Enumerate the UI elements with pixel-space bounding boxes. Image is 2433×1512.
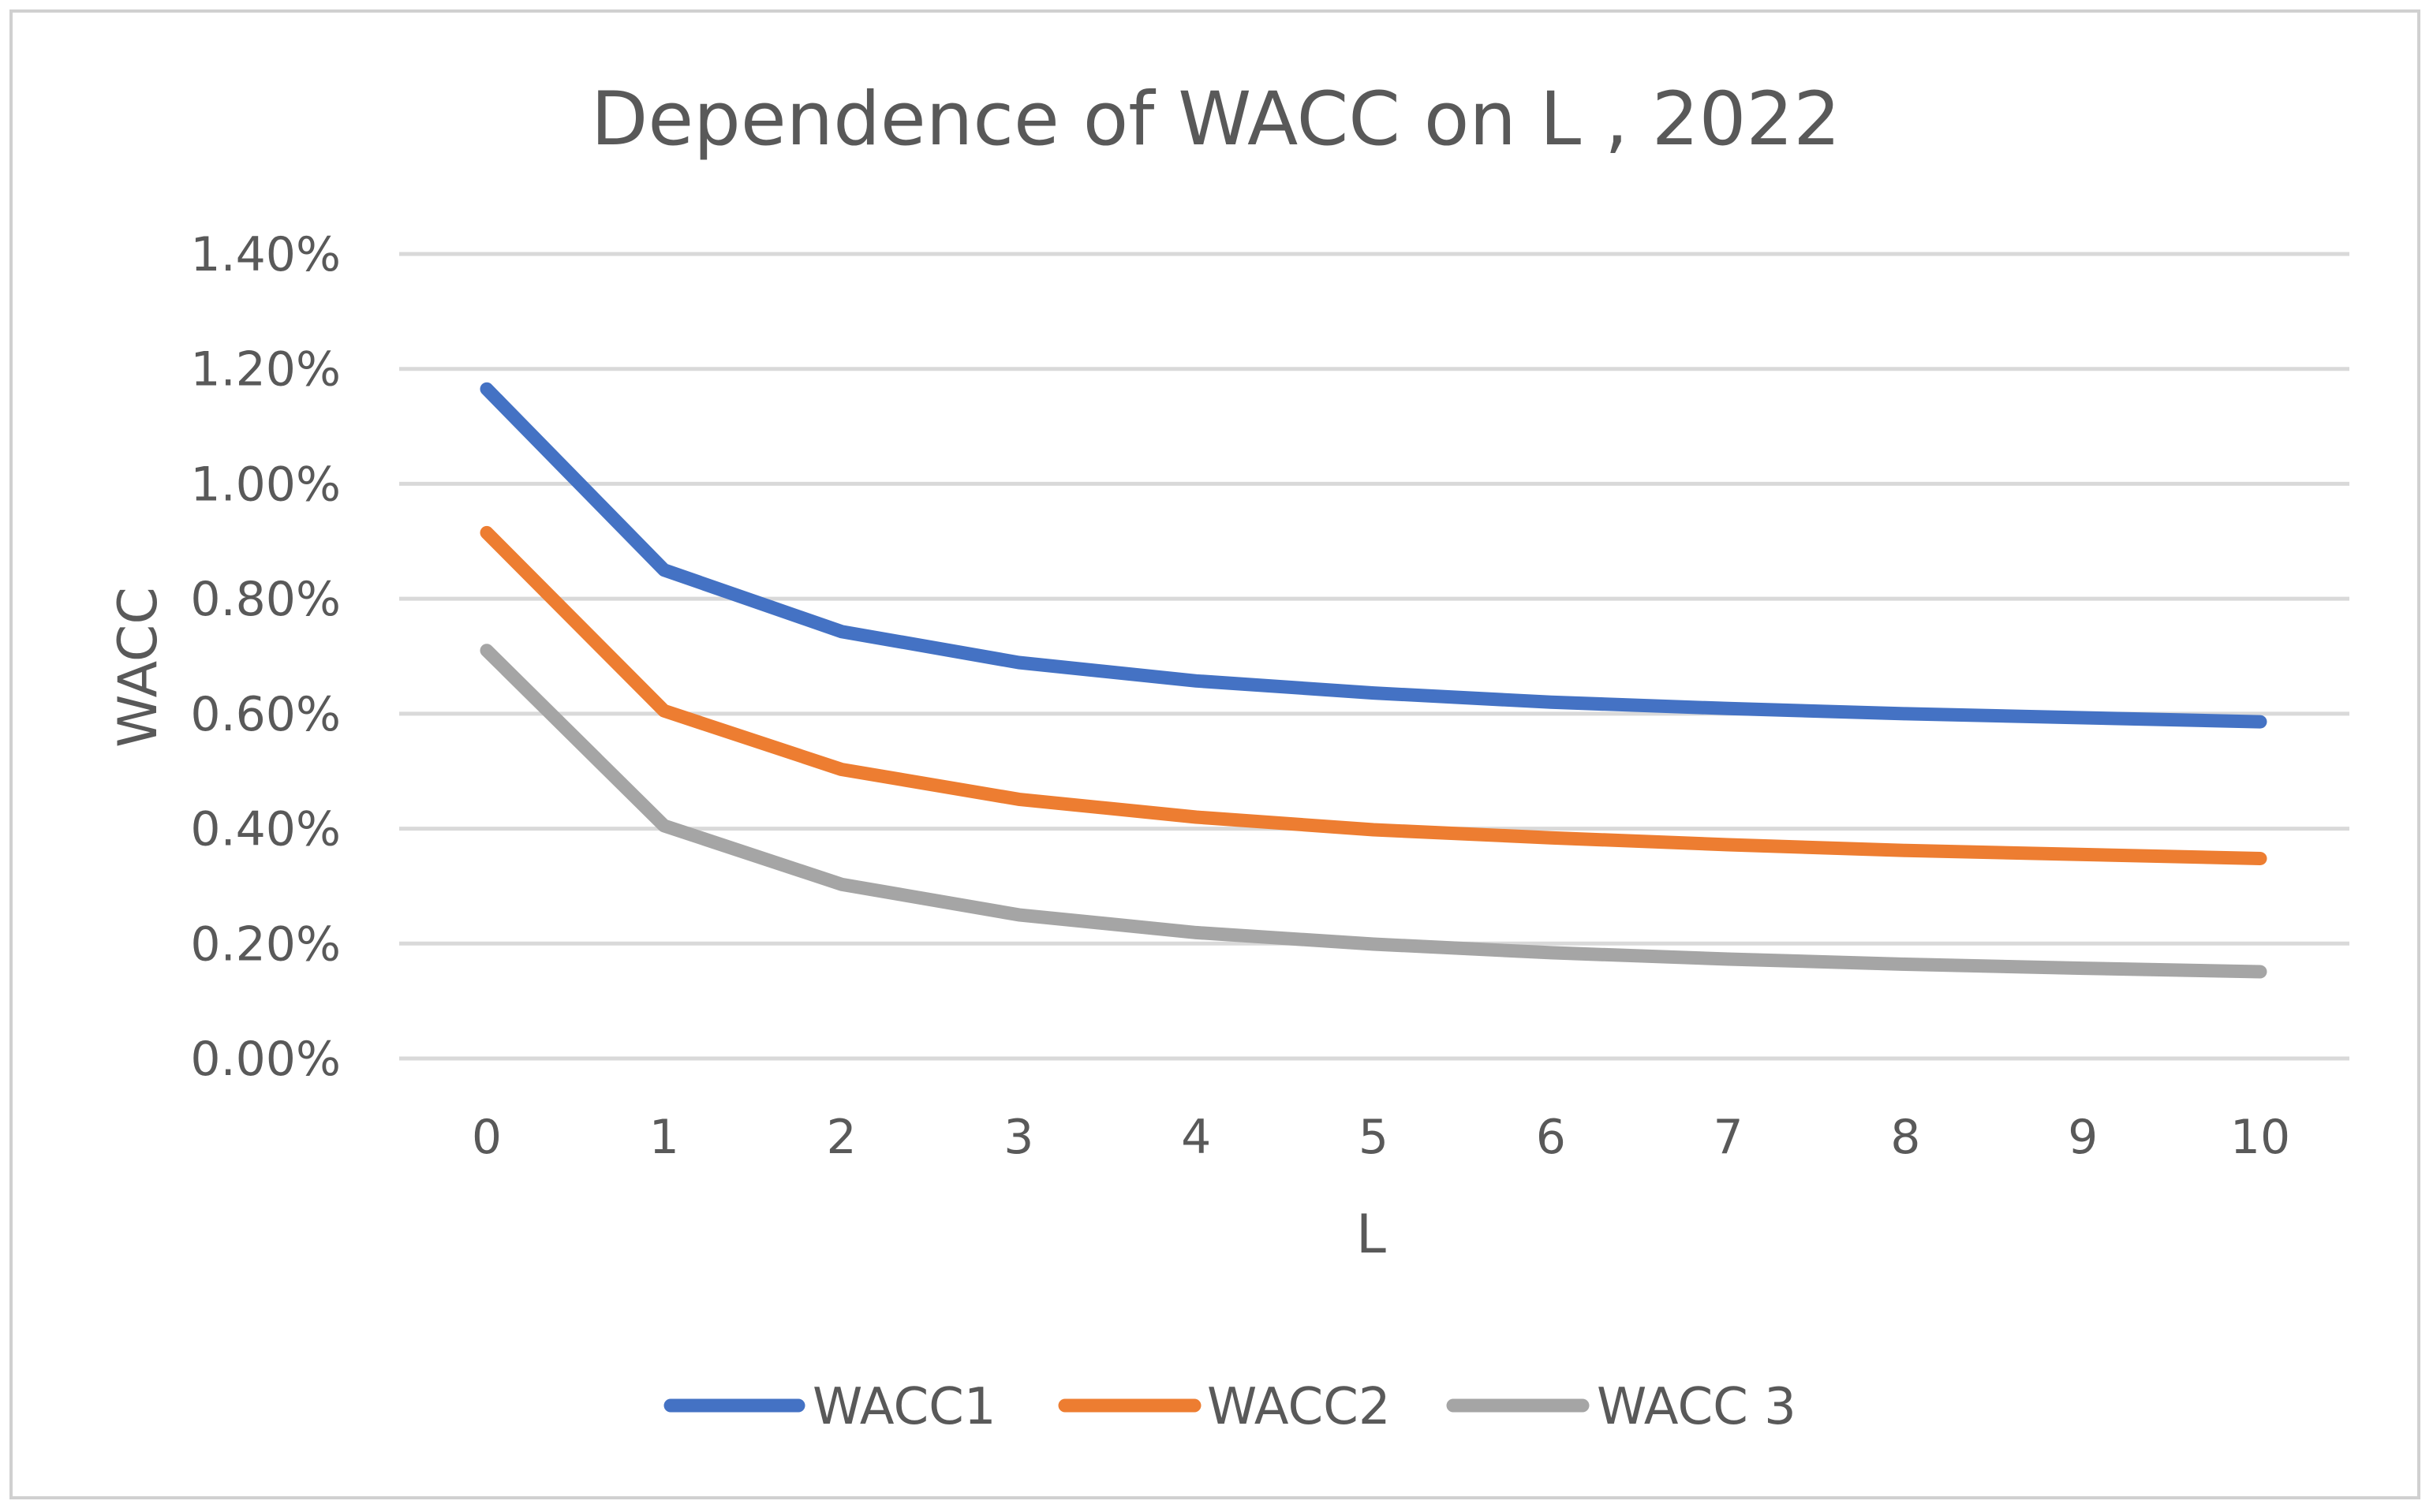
y-axis-ticks: 0.00% 0.20% 0.40% 0.60% 0.80% 1.00% 1.20% 1.40%: [190, 227, 341, 1087]
x-tick-label: 1: [649, 1110, 679, 1165]
x-tick-label: 9: [2068, 1110, 2098, 1165]
y-tick-label: 0.80%: [190, 572, 341, 627]
x-tick-label: 10: [2230, 1110, 2290, 1165]
legend: WACC1 WACC2 WACC 3: [663, 1378, 1796, 1436]
chart-title: Dependence of WACC on L , 2022: [591, 77, 1841, 162]
x-tick-label: 5: [1359, 1110, 1388, 1165]
chart-frame: [9, 9, 2420, 1499]
x-axis-title: L: [1356, 1204, 1386, 1266]
x-tick-label: 8: [1890, 1110, 1920, 1165]
y-tick-label: 0.20%: [190, 917, 341, 972]
x-tick-label: 0: [472, 1110, 502, 1165]
x-tick-label: 6: [1536, 1110, 1566, 1165]
y-tick-label: 1.20%: [190, 342, 341, 398]
x-tick-label: 2: [827, 1110, 857, 1165]
y-tick-label: 0.60%: [190, 687, 341, 742]
y-tick-label: 1.00%: [190, 457, 341, 512]
gridlines: [399, 252, 2349, 1061]
x-tick-label: 7: [1714, 1110, 1743, 1165]
legend-label: WACC 3: [1597, 1378, 1796, 1436]
legend-label: WACC1: [813, 1378, 996, 1436]
y-tick-label: 0.40%: [190, 802, 341, 857]
x-tick-label: 3: [1003, 1110, 1033, 1165]
legend-label: WACC2: [1207, 1378, 1391, 1436]
series-lines: [480, 382, 2267, 979]
y-axis-title: WACC: [107, 587, 170, 748]
y-tick-label: 1.40%: [190, 227, 341, 282]
x-axis-ticks: 0 1 2 3 4 5 6 7 8 9 10: [472, 1110, 2290, 1165]
y-tick-label: 0.00%: [190, 1032, 341, 1087]
series-line-wacc1: [480, 382, 2267, 729]
x-tick-label: 4: [1181, 1110, 1211, 1165]
